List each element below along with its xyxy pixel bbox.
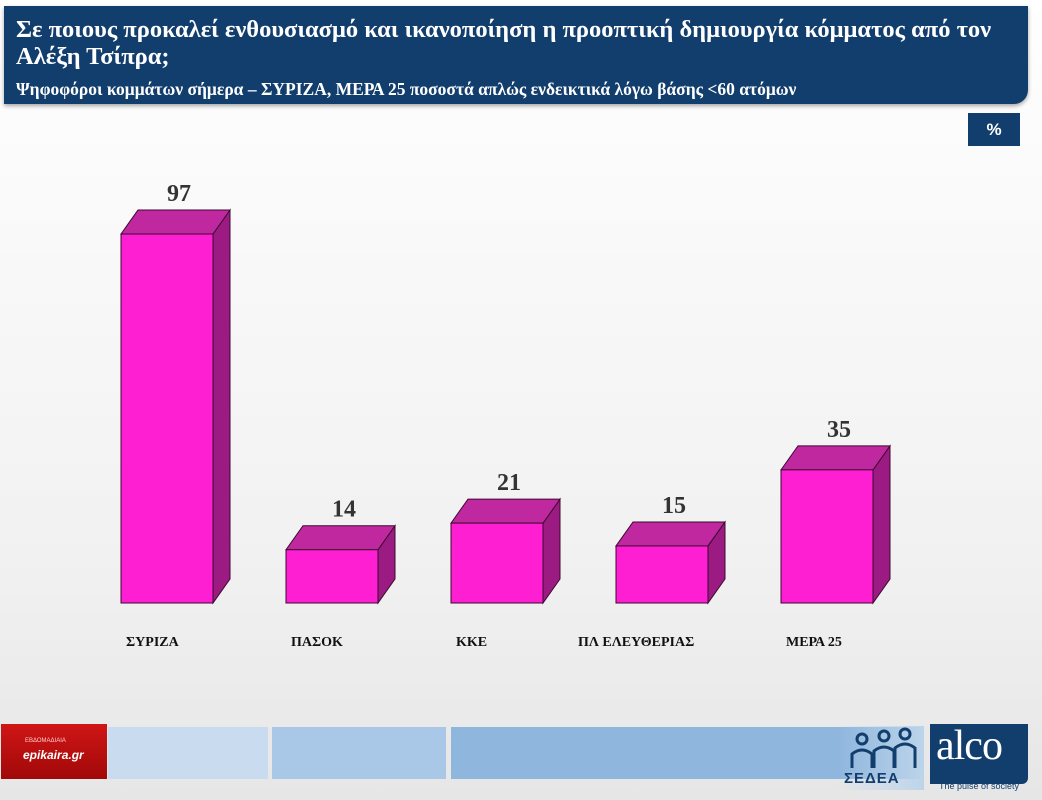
bar-chart: 97 ΣΥΡΙΖΑ 14 ΠΑΣΟΚ 21 ΚΚΕ 15 ΠΛ ΕΛΕΥΘΕΡΙΑΣ 35 ΜΕΡ… <box>120 181 891 650</box>
epikaira-logo-text: epikaira.gr <box>23 748 84 762</box>
alco-tagline: The pulse of society <box>938 781 1020 791</box>
bar-4 <box>780 469 874 604</box>
x-tick-label-3: ΠΛ ΕΛΕΥΘΕΡΙΑΣ <box>578 635 694 650</box>
epikaira-logo: ΕΒΔΟΜΑΔΙΑΙΑ epikaira.gr <box>1 724 107 779</box>
bar-2 <box>450 522 544 604</box>
x-tick-label-2: ΚΚΕ <box>456 635 487 650</box>
sedea-logo-text: ΣΕΔΕΑ <box>844 770 900 787</box>
data-label-3: 15 <box>662 493 686 519</box>
bar-top-4 <box>780 445 891 471</box>
footer-strip-1 <box>108 727 268 779</box>
chart-subtitle: Ψηφοφόροι κομμάτων σήμερα – ΣΥΡΙΖΑ, ΜΕΡΑ… <box>16 79 797 99</box>
bar-0 <box>120 233 214 604</box>
bar-side-0 <box>212 208 231 605</box>
bar-top-3 <box>615 521 726 547</box>
bar-1 <box>285 549 379 604</box>
bar-top-2 <box>450 498 561 524</box>
title-banner: Σε ποιους προκαλεί ενθουσιασμό και ικανο… <box>4 6 1028 104</box>
data-label-1: 14 <box>332 497 356 523</box>
bar-side-4 <box>872 444 891 605</box>
sedea-logo: ΣΕΔΕΑ <box>838 726 924 790</box>
bar-3 <box>615 545 709 604</box>
bar-top-0 <box>120 209 231 235</box>
alco-logo: alco <box>930 723 1028 784</box>
data-label-0: 97 <box>167 181 191 207</box>
data-label-2: 21 <box>497 470 521 496</box>
x-tick-label-0: ΣΥΡΙΖΑ <box>126 635 180 650</box>
footer-strip-2 <box>272 727 446 779</box>
bar-top-1 <box>285 525 396 551</box>
chart-title: Σε ποιους προκαλεί ενθουσιασμό και ικανο… <box>16 16 992 70</box>
alco-logo-text: alco <box>936 723 1003 769</box>
epikaira-logo-small-text: ΕΒΔΟΜΑΔΙΑΙΑ <box>25 738 66 744</box>
sedea-people-icon <box>850 727 917 768</box>
unit-badge: % <box>968 113 1020 146</box>
x-tick-label-4: ΜΕΡΑ 25 <box>786 635 842 650</box>
data-label-4: 35 <box>827 417 851 443</box>
x-tick-label-1: ΠΑΣΟΚ <box>291 635 343 650</box>
